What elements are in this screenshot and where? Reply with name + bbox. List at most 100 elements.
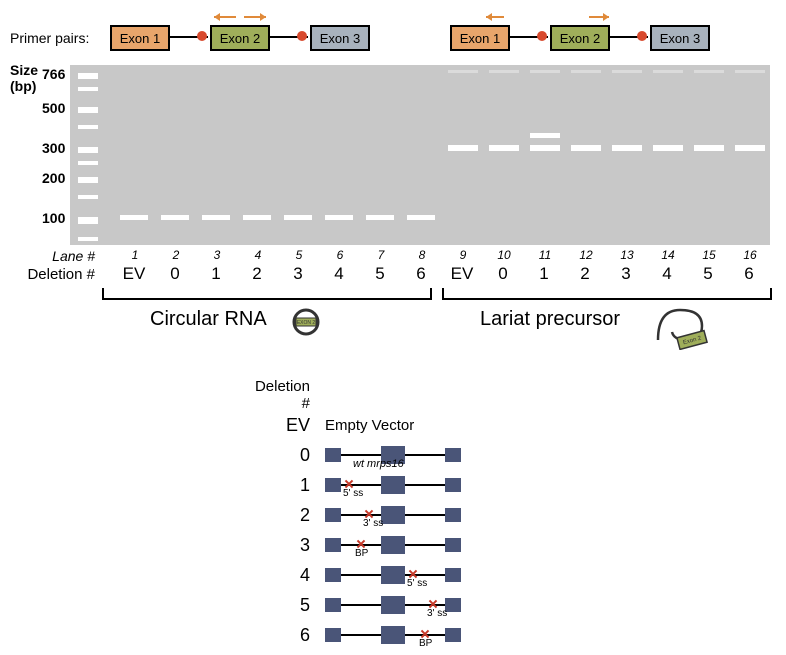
splice-site-label: 5' ss (407, 578, 427, 589)
legend-row: 4 5' ss (250, 560, 461, 590)
ladder-band (78, 195, 98, 199)
gel-band (694, 145, 724, 151)
primer-pairs-label: Primer pairs: (10, 30, 89, 46)
deletion-id: 5 (691, 264, 725, 284)
splice-site-label: 3' ss (427, 608, 447, 619)
ladder-band (78, 237, 98, 241)
legend-key: 1 (250, 475, 325, 496)
deletion-row-header: Deletion # (10, 266, 95, 283)
gel-band (530, 133, 560, 138)
ladder-band (78, 87, 98, 91)
lane-number: 2 (161, 248, 191, 262)
deletion-id: EV (117, 264, 151, 284)
gel-band (489, 70, 519, 73)
mini-gene-diagram: wt mrps16 (325, 446, 461, 464)
legend-key: 4 (250, 565, 325, 586)
deletion-id: EV (445, 264, 479, 284)
branch-point-dot (197, 31, 207, 41)
figure-root: Primer pairs: Exon 1 Exon 2 Exon 3 Exon … (10, 10, 776, 645)
lane-number: 10 (489, 248, 519, 262)
ladder-size: 200 (42, 170, 65, 186)
legend-row: 23' ss (250, 500, 461, 530)
branch-point-dot (297, 31, 307, 41)
branch-point-dot (637, 31, 647, 41)
svg-text:EXON 2: EXON 2 (297, 320, 316, 326)
lane-number: 13 (612, 248, 642, 262)
lane-number: 16 (735, 248, 765, 262)
legend-key: 2 (250, 505, 325, 526)
lane-number: 12 (571, 248, 601, 262)
ladder-band (78, 107, 98, 113)
lane-number: 9 (448, 248, 478, 262)
splice-site-label: BP (355, 548, 368, 559)
size-header: Size (10, 62, 38, 78)
deletion-id: 4 (650, 264, 684, 284)
ladder-band (78, 177, 98, 183)
bracket-right (442, 288, 772, 300)
ladder-band (78, 147, 98, 153)
deletion-id: 4 (322, 264, 356, 284)
mini-gene-diagram: BP (325, 536, 461, 554)
gel-image (70, 65, 770, 245)
exon1-box: Exon 1 (110, 25, 170, 51)
gel-band (284, 215, 312, 220)
gel-band (735, 145, 765, 151)
legend-row: 15' ss (250, 470, 461, 500)
legend-key: 0 (250, 445, 325, 466)
gel-band (735, 70, 765, 73)
mini-gene-diagram: 3' ss (325, 506, 461, 524)
legend-row: 3BP (250, 530, 461, 560)
ladder-band (78, 161, 98, 165)
lane-number: 4 (243, 248, 273, 262)
bracket-left (102, 288, 432, 300)
circular-rna-icon: EXON 2 (290, 306, 322, 338)
ladder-size: 500 (42, 100, 65, 116)
legend-row: 6 BP (250, 620, 461, 650)
deletion-id: 3 (609, 264, 643, 284)
lariat-icon: Exon 2 (650, 302, 710, 350)
splice-site-label: BP (419, 638, 432, 649)
legend-key: 6 (250, 625, 325, 646)
lane-number: 14 (653, 248, 683, 262)
mini-gene-diagram: 3' ss (325, 596, 461, 614)
legend-key: EV (250, 415, 325, 436)
branch-point-dot (537, 31, 547, 41)
gel-band (407, 215, 435, 220)
gel-band (161, 215, 189, 220)
lane-number: 8 (407, 248, 437, 262)
mini-gene-diagram: 5' ss (325, 476, 461, 494)
deletion-id: 6 (404, 264, 438, 284)
deletion-id: 0 (158, 264, 192, 284)
exon2-box: Exon 2 (210, 25, 270, 51)
divergent-arrows-icon (208, 10, 272, 24)
section-title-circular: Circular RNA (150, 308, 267, 331)
legend-row: 0wt mrps16 (250, 440, 461, 470)
deletion-id: 2 (240, 264, 274, 284)
legend-row: 53' ss (250, 590, 461, 620)
deletion-id: 6 (732, 264, 766, 284)
forward-arrow-icon (585, 10, 615, 24)
deletion-id: 1 (199, 264, 233, 284)
legend-subtext: wt mrps16 (353, 458, 404, 470)
lane-number: 7 (366, 248, 396, 262)
legend-key: 5 (250, 595, 325, 616)
gel-band (202, 215, 230, 220)
ladder-band (78, 125, 98, 129)
exon3-box: Exon 3 (650, 25, 710, 51)
gel-band (530, 145, 560, 151)
lane-number: 6 (325, 248, 355, 262)
legend-header: Deletion # (250, 378, 325, 412)
gel-band (366, 215, 394, 220)
gel-band (120, 215, 148, 220)
gel-band (612, 70, 642, 73)
ladder-band (78, 217, 98, 224)
lane-number: 11 (530, 248, 560, 262)
exon3-box: Exon 3 (310, 25, 370, 51)
deletion-id: 5 (363, 264, 397, 284)
lane-number: 15 (694, 248, 724, 262)
deletion-legend: Deletion # EVEmpty Vector0wt mrps1615' s… (250, 380, 461, 650)
gel-band (489, 145, 519, 151)
exon2-box: Exon 2 (550, 25, 610, 51)
gel-band (571, 145, 601, 151)
gel-band (653, 145, 683, 151)
